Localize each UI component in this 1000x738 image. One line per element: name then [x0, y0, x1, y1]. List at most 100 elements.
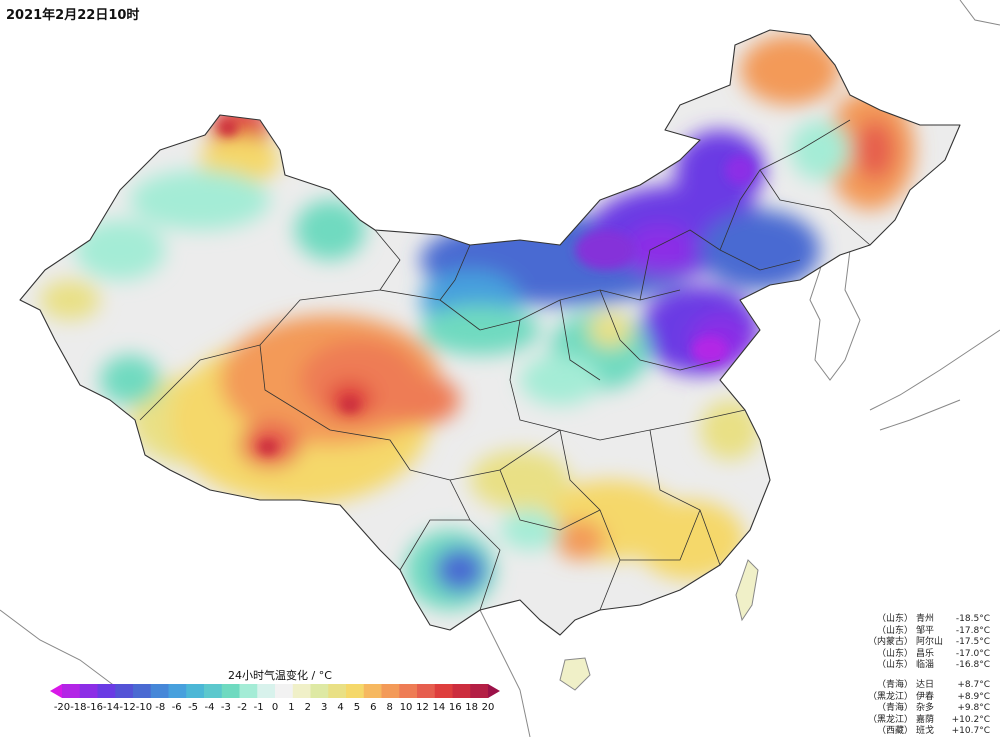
legend-tick-label: 20 [481, 702, 495, 713]
legend-tick-label: 1 [288, 702, 295, 713]
warming-station-row: （黑龙江） 伊春 +8.9°C [868, 692, 990, 704]
legend-tick-label: -5 [188, 702, 199, 713]
warming-station-row: （青海） 杂多 +9.8°C [868, 703, 990, 715]
extreme-stations-list: （山东） 青州 -18.5°C （山东） 邹平 -17.8°C （内蒙古） 阿尔山 -17.5°… [868, 614, 990, 738]
legend-tick-label: 2 [304, 702, 311, 713]
legend-swatch [115, 684, 134, 698]
taiwan-coast [735, 559, 759, 622]
legend-tick-label: -6 [171, 702, 182, 713]
station-change: +8.7°C [957, 679, 990, 690]
cooling-station-row: （山东） 临淄 -16.8°C [868, 660, 990, 672]
legend-tick-label: -2 [237, 702, 248, 713]
station-change: -18.5°C [955, 614, 990, 624]
legend-tick-label: 6 [370, 702, 377, 713]
warming-station-row: （西藏） 班戈 +10.7°C [868, 726, 990, 738]
legend-title: 24小时气温变化 / °C [228, 669, 332, 682]
legend-swatch [470, 684, 489, 698]
station-change: -17.0°C [955, 648, 990, 659]
russia-border [959, 0, 1000, 26]
legend-swatch [221, 684, 240, 698]
color-scale-ticks: -20 -18 -16 -14 -12 -10 -8 -6 -5 -4 -3 -2 -1 0 1 2 3 4 5 6 8… [50, 702, 500, 716]
warming-station-row: （青海） 达日 +8.7°C [868, 680, 990, 692]
station-name: 临淄 [916, 660, 935, 671]
legend-tick-label: 5 [353, 702, 361, 713]
legend-tick-label: -8 [155, 702, 166, 713]
legend-tick-label: -14 [102, 702, 120, 713]
station-change: +10.2°C [951, 714, 990, 725]
legend-tick-label: -16 [86, 702, 103, 713]
legend-swatch [346, 684, 365, 698]
color-scale-bar [50, 684, 500, 698]
legend-tick-label: -12 [119, 702, 136, 713]
legend-swatch [363, 684, 382, 698]
legend-swatch [328, 684, 347, 698]
legend-swatch [452, 684, 471, 698]
legend-tick-label: 3 [320, 702, 328, 713]
station-province: （山东） [876, 648, 913, 659]
legend-swatch [381, 684, 400, 698]
station-name: 班戈 [916, 726, 935, 737]
station-province: （青海） [876, 679, 913, 690]
station-province: （西藏） [876, 726, 913, 737]
cooling-station-row: （山东） 邹平 -17.8°C [868, 626, 990, 638]
station-change: +9.8°C [957, 703, 990, 714]
legend-tick-label: 18 [465, 702, 478, 713]
legend-swatch [97, 684, 116, 698]
station-name: 昌乐 [916, 648, 935, 659]
legend-swatch [133, 684, 152, 698]
legend-tick-label: 0 [271, 702, 279, 713]
station-change: -17.8°C [955, 625, 990, 636]
china-outline [19, 29, 961, 636]
station-province: （青海） [876, 703, 913, 714]
station-name: 青州 [916, 614, 935, 624]
cooling-station-row: （山东） 青州 -18.5°C [868, 614, 990, 626]
station-province: （内蒙古） [867, 637, 913, 648]
legend-swatch [204, 684, 223, 698]
cooling-station-row: （山东） 昌乐 -17.0°C [868, 649, 990, 661]
legend-tick-label: 8 [386, 702, 393, 713]
legend-tick-label: -1 [253, 702, 264, 713]
station-name: 邹平 [916, 625, 935, 636]
legend-swatch [62, 684, 81, 698]
legend-arrow-min [50, 684, 62, 698]
legend-swatch [150, 684, 169, 698]
list-spacer [868, 672, 990, 680]
station-province: （黑龙江） [867, 691, 913, 702]
legend-tick-label: 16 [448, 702, 462, 713]
station-province: （山东） [876, 660, 913, 671]
map-title: 2021年2月22日10时 [6, 8, 140, 23]
station-province: （黑龙江） [867, 714, 913, 725]
legend-tick-label: 4 [337, 702, 344, 713]
legend-tick-label: 14 [432, 702, 446, 713]
legend-swatch [417, 684, 436, 698]
station-name: 达日 [916, 679, 935, 690]
legend-swatch [434, 684, 453, 698]
legend-tick-label: -3 [220, 702, 231, 713]
station-province: （山东） [876, 614, 913, 624]
station-change: +8.9°C [957, 691, 990, 702]
warming-station-row: （黑龙江） 嘉荫 +10.2°C [868, 715, 990, 727]
legend-swatch [239, 684, 258, 698]
japan-coast [869, 329, 1000, 411]
legend-tick-label: 10 [399, 702, 413, 713]
station-name: 杂多 [916, 703, 935, 714]
indochina-coast [479, 609, 531, 737]
station-name: 伊春 [916, 691, 935, 702]
province-boundaries [19, 29, 961, 636]
hainan-coast [559, 657, 591, 691]
legend-swatch [275, 684, 294, 698]
legend-swatch [186, 684, 205, 698]
korea-coast [809, 229, 861, 381]
japan-coast-2 [879, 399, 961, 431]
legend-swatch [310, 684, 329, 698]
cooling-station-row: （内蒙古） 阿尔山 -17.5°C [868, 637, 990, 649]
legend-swatch [79, 684, 98, 698]
legend-tick-label: -18 [70, 702, 87, 713]
legend-arrow-max [488, 684, 500, 698]
station-name: 嘉荫 [916, 714, 935, 725]
station-change: -16.8°C [955, 660, 990, 671]
legend-tick-label: -10 [135, 702, 153, 713]
